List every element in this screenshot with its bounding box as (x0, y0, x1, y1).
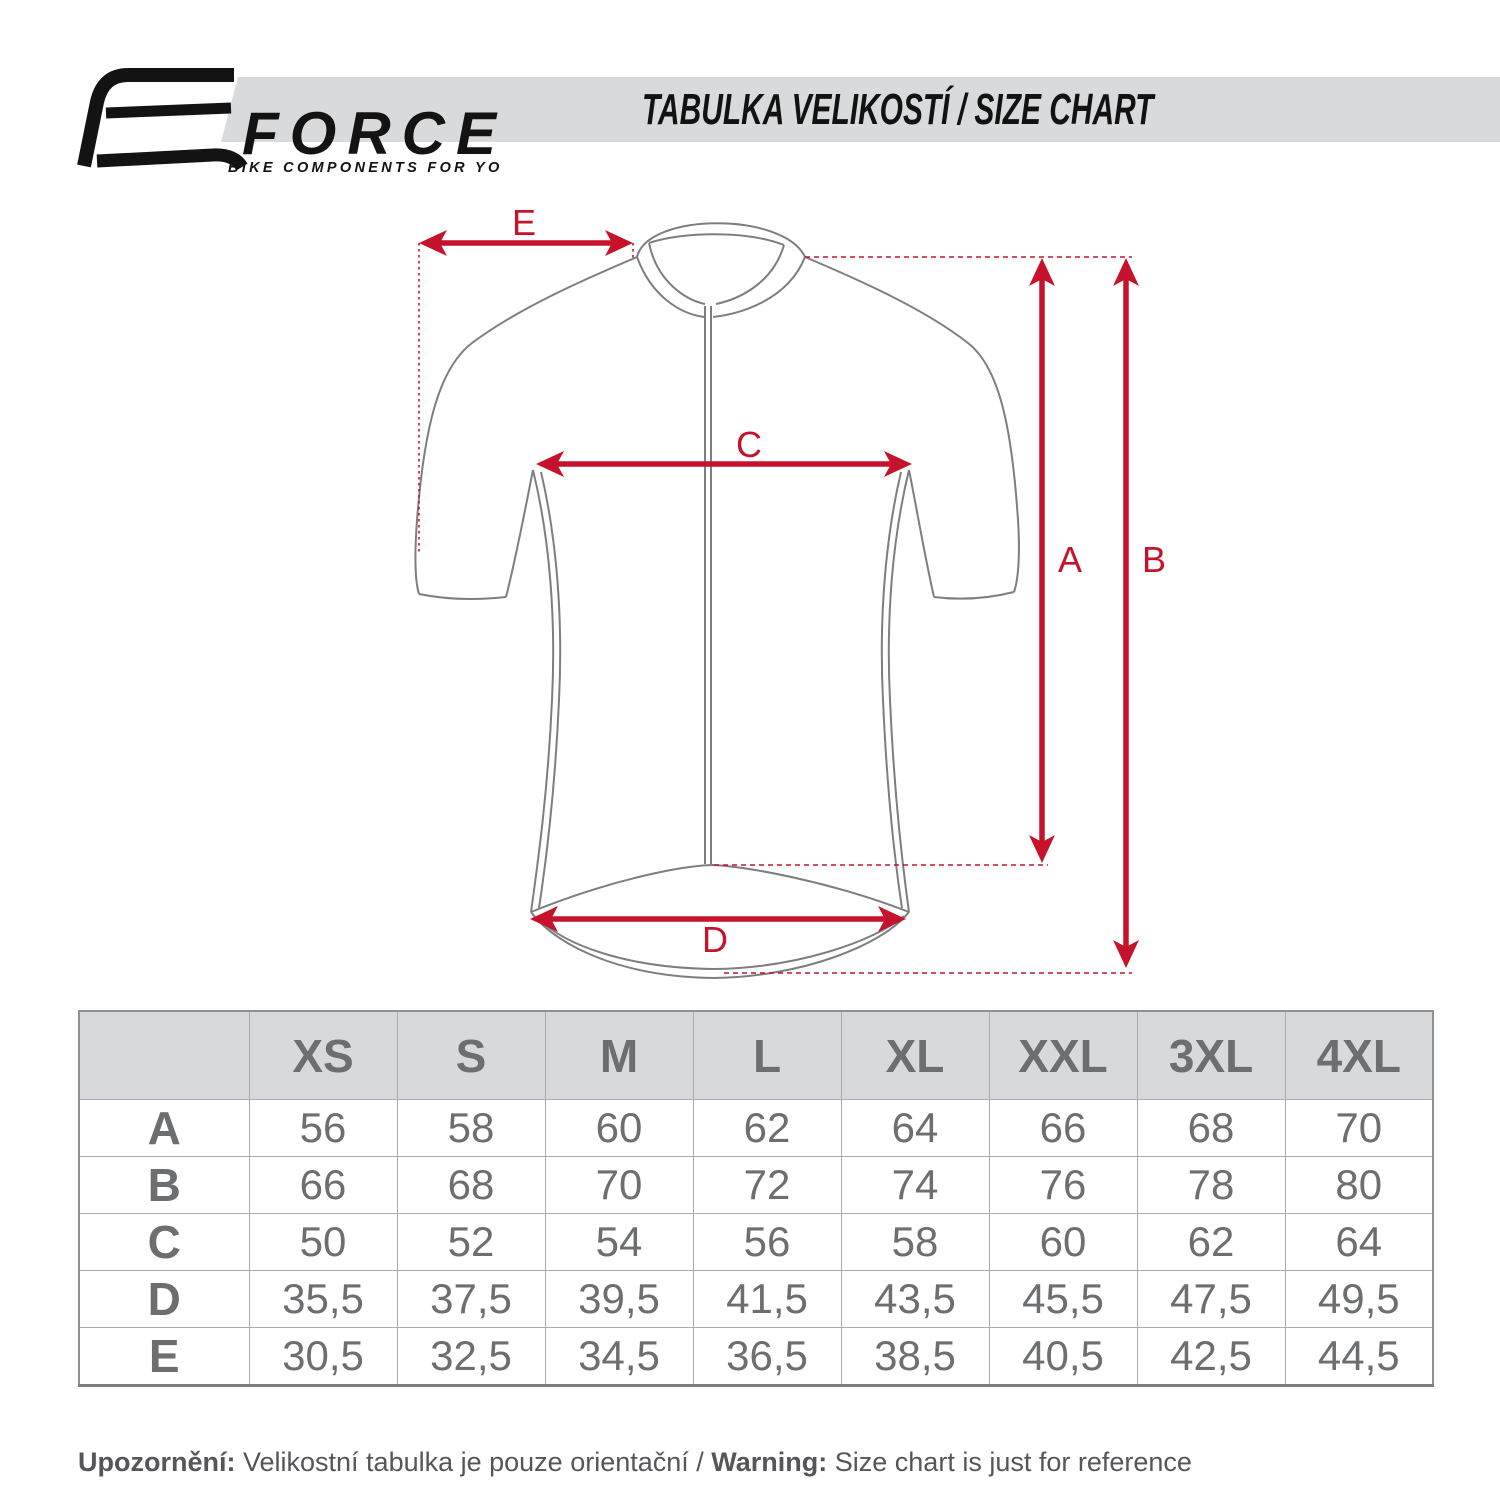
footnote: Upozornění: Velikostní tabulka je pouze … (78, 1447, 1192, 1478)
size-cell: 64 (1284, 1213, 1434, 1271)
dimension-label-e: E (512, 202, 537, 243)
dimension-label-b: B (1142, 539, 1167, 580)
table-row-d: D 35,5 37,5 39,5 41,5 43,5 45,5 47,5 49,… (78, 1270, 1434, 1328)
size-cell: 70 (1284, 1099, 1434, 1157)
size-cell: 58 (396, 1099, 546, 1157)
size-cell: 45,5 (988, 1270, 1138, 1328)
col-header-l: L (692, 1010, 842, 1100)
size-cell: 58 (840, 1213, 990, 1271)
row-label-d: D (78, 1270, 250, 1328)
size-cell: 70 (544, 1156, 694, 1214)
size-cell: 36,5 (692, 1327, 842, 1387)
size-cell: 41,5 (692, 1270, 842, 1328)
size-cell: 68 (1136, 1099, 1286, 1157)
col-header-xl: XL (840, 1010, 990, 1100)
size-cell: 39,5 (544, 1270, 694, 1328)
dimension-label-d: D (702, 919, 728, 960)
size-cell: 52 (396, 1213, 546, 1271)
size-cell: 66 (988, 1099, 1138, 1157)
row-label-e: E (78, 1327, 250, 1387)
size-cell: 30,5 (248, 1327, 398, 1387)
size-cell: 43,5 (840, 1270, 990, 1328)
size-cell: 44,5 (1284, 1327, 1434, 1387)
page-title: TABULKA VELIKOSTÍ / SIZE CHART (642, 85, 1154, 134)
size-cell: 62 (1136, 1213, 1286, 1271)
size-cell: 35,5 (248, 1270, 398, 1328)
table-row-c: C 50 52 54 56 58 60 62 64 (78, 1213, 1434, 1271)
footnote-label-en: Warning: (711, 1447, 828, 1477)
size-cell: 66 (248, 1156, 398, 1214)
size-cell: 80 (1284, 1156, 1434, 1214)
dimension-label-a: A (1058, 539, 1083, 580)
col-header-xxl: XXL (988, 1010, 1138, 1100)
size-cell: 38,5 (840, 1327, 990, 1387)
dimension-arrows (419, 230, 1139, 968)
size-cell: 64 (840, 1099, 990, 1157)
size-cell: 60 (988, 1213, 1138, 1271)
footnote-text-en: Size chart is just for reference (827, 1447, 1192, 1477)
size-cell: 60 (544, 1099, 694, 1157)
size-cell: 50 (248, 1213, 398, 1271)
size-table-corner-cell (78, 1010, 250, 1100)
size-cell: 56 (692, 1213, 842, 1271)
size-cell: 49,5 (1284, 1270, 1434, 1328)
size-cell: 54 (544, 1213, 694, 1271)
col-header-m: M (544, 1010, 694, 1100)
force-emblem-icon (77, 68, 248, 171)
size-cell: 74 (840, 1156, 990, 1214)
footnote-text-cz: Velikostní tabulka je pouze orientační / (235, 1447, 712, 1477)
size-table-header-row: XS S M L XL XXL 3XL 4XL (78, 1010, 1434, 1100)
size-cell: 37,5 (396, 1270, 546, 1328)
size-cell: 40,5 (988, 1327, 1138, 1387)
col-header-s: S (396, 1010, 546, 1100)
size-cell: 76 (988, 1156, 1138, 1214)
guide-lines (418, 243, 1132, 974)
size-cell: 72 (692, 1156, 842, 1214)
brand-logo: FORCE BIKE COMPONENTS FOR YOU (77, 68, 500, 176)
table-row-e: E 30,5 32,5 34,5 36,5 38,5 40,5 42,5 44,… (78, 1327, 1434, 1387)
col-header-xs: XS (248, 1010, 398, 1100)
col-header-3xl: 3XL (1136, 1010, 1286, 1100)
size-cell: 56 (248, 1099, 398, 1157)
dimension-label-c: C (736, 424, 762, 465)
table-row-b: B 66 68 70 72 74 76 78 80 (78, 1156, 1434, 1214)
size-cell: 32,5 (396, 1327, 546, 1387)
header-band (221, 77, 1500, 142)
size-cell: 47,5 (1136, 1270, 1286, 1328)
row-label-c: C (78, 1213, 250, 1271)
footnote-label-cz: Upozornění: (78, 1447, 236, 1477)
size-cell: 78 (1136, 1156, 1286, 1214)
size-cell: 68 (396, 1156, 546, 1214)
size-cell: 34,5 (544, 1327, 694, 1387)
brand-name: FORCE (242, 100, 500, 167)
brand-tagline: BIKE COMPONENTS FOR YOU (228, 160, 500, 176)
size-cell: 62 (692, 1099, 842, 1157)
col-header-4xl: 4XL (1284, 1010, 1434, 1100)
row-label-b: B (78, 1156, 250, 1214)
row-label-a: A (78, 1099, 250, 1157)
table-row-a: A 56 58 60 62 64 66 68 70 (78, 1099, 1434, 1157)
size-cell: 42,5 (1136, 1327, 1286, 1387)
size-table: XS S M L XL XXL 3XL 4XL A 56 58 60 62 64… (78, 1010, 1434, 1387)
jersey-outline (414, 222, 1020, 980)
